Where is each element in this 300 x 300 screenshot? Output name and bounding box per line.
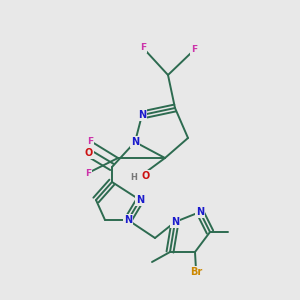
Text: N: N bbox=[131, 137, 139, 147]
Text: N: N bbox=[196, 207, 204, 217]
Text: O: O bbox=[142, 171, 150, 181]
Text: N: N bbox=[136, 195, 144, 205]
Text: O: O bbox=[85, 148, 93, 158]
Text: F: F bbox=[85, 169, 91, 178]
Text: N: N bbox=[138, 110, 146, 120]
Text: F: F bbox=[191, 46, 197, 55]
Text: N: N bbox=[171, 217, 179, 227]
Text: F: F bbox=[140, 44, 146, 52]
Text: N: N bbox=[124, 215, 132, 225]
Text: H: H bbox=[130, 172, 137, 182]
Text: Br: Br bbox=[190, 267, 202, 277]
Text: F: F bbox=[87, 136, 93, 146]
